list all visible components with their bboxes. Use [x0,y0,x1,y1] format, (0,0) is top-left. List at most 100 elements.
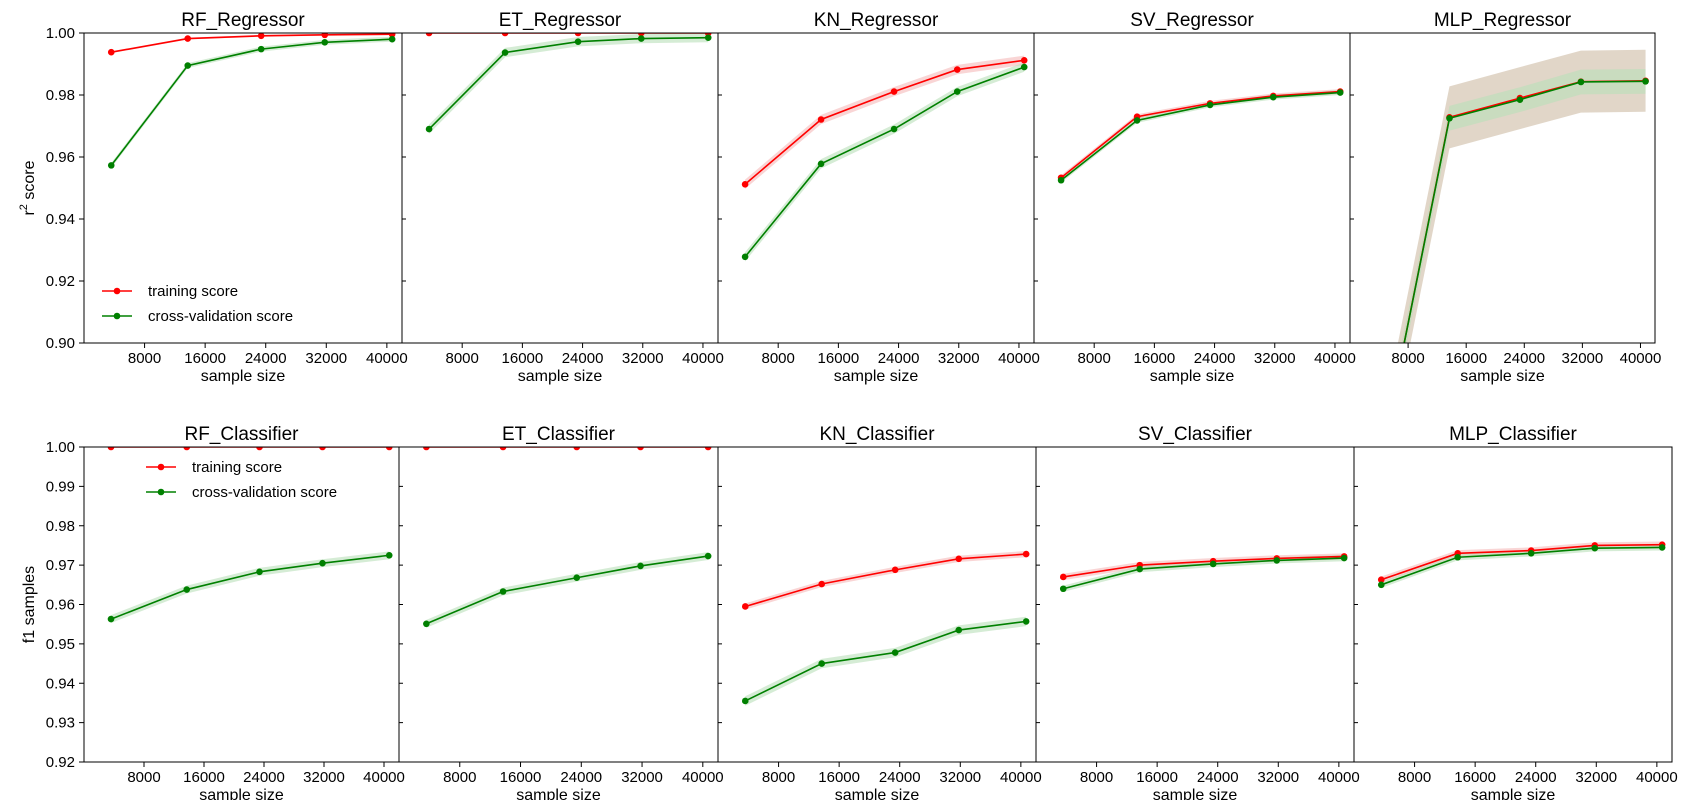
x-tick-label: 24000 [1515,769,1557,786]
point-cross-validation [1336,89,1344,96]
x-tick-label: 16000 [1445,350,1487,367]
point-cross-validation [184,62,192,69]
point-cross-validation [1340,554,1348,562]
x-tick-label: 40000 [1314,350,1356,367]
x-tick-label: 24000 [1503,350,1545,367]
point-cross-validation [1206,101,1214,109]
plot-area [107,33,396,169]
point-cross-validation [1269,93,1277,101]
legend-entry: cross-validation score [146,484,337,501]
axes-frame [717,446,1037,763]
x-tick-label: 40000 [363,769,405,786]
x-tick-label: 8000 [1078,350,1111,367]
x-tick-label: 40000 [1000,769,1042,786]
x-tick-label: 16000 [1134,350,1176,367]
plot-area [741,550,1030,706]
y-axis-label: f1 samples [21,566,38,643]
point-cross-validation [107,162,115,169]
x-tick-label: 24000 [562,350,604,367]
point-cross-validation [817,160,825,168]
x-tick-label: 16000 [818,350,860,367]
point-cross-validation [741,697,749,705]
y-tick-label: 0.97 [46,557,75,574]
point-training [637,33,645,37]
y-tick-label: 0.92 [46,273,75,290]
x-tick-label: 40000 [1318,769,1360,786]
x-tick-label: 24000 [1194,350,1236,367]
y-tick-label: 1.00 [46,25,75,42]
point-cross-validation [1642,78,1649,85]
x-tick-label: 24000 [1197,769,1239,786]
point-training [425,33,433,37]
x-axis-label: sample size [518,368,603,385]
plot-area [1377,541,1666,589]
chart-panel-kn-classifier: 8000 16000 24000 32000 40000 KN_Classifiersam… [717,424,1042,800]
point-training [890,88,898,95]
point-cross-validation [107,615,115,623]
point-cross-validation [1591,544,1599,552]
point-training [256,447,263,451]
point-training [321,33,329,39]
x-tick-label: 24000 [878,350,920,367]
point-cross-validation [319,559,326,567]
band-cross-validation [429,33,709,134]
point-cross-validation [321,39,329,46]
x-axis-label: sample size [516,787,601,800]
x-tick-label: 8000 [128,350,161,367]
point-training [183,447,191,451]
point-cross-validation [891,649,899,656]
x-tick-label: 40000 [998,350,1040,367]
x-tick-label: 24000 [560,769,602,786]
chart-panel-mlp-classifier: 8000 16000 24000 32000 40000 MLP_Classifiersa… [1353,424,1678,800]
point-cross-validation [818,660,826,667]
axes-frame [1033,32,1351,344]
panel-title: ET_Regressor [499,10,622,31]
x-axis-label: sample size [1471,787,1556,800]
axes-frame [83,32,403,344]
point-cross-validation [183,586,191,593]
y-tick-label: 0.98 [46,518,75,535]
x-axis-label: sample size [199,787,284,800]
point-cross-validation [637,562,644,570]
x-tick-label: 32000 [621,769,663,786]
point-cross-validation [388,35,396,43]
x-tick-label: 8000 [1391,350,1424,367]
point-cross-validation [1516,96,1524,103]
plot-area [741,55,1028,262]
plot-area [425,33,712,134]
y-axis-label: r2 score [18,160,38,215]
chart-panel-rf-classifier: 8000 16000 24000 32000 40000 0.92 0.93 0.94 0.95… [21,424,405,800]
y-tick-label: 0.94 [46,211,75,228]
point-cross-validation [1209,560,1217,568]
point-cross-validation [1446,114,1453,122]
band-cross-validation [426,552,709,628]
y-tick-label: 0.92 [46,754,75,771]
chart-panel-kn-regressor: 8000 16000 24000 32000 40000 KN_Regressorsamp… [717,10,1040,385]
band-cross-validation [111,551,390,624]
x-tick-label: 8000 [127,769,160,786]
y-tick-label: 0.96 [46,149,75,166]
x-tick-label: 8000 [443,769,476,786]
point-training [1022,550,1030,558]
point-training [573,447,581,451]
x-tick-label: 32000 [1575,769,1617,786]
line-cross-validation [110,554,390,620]
y-tick-label: 0.95 [46,636,75,653]
point-cross-validation [574,38,582,45]
point-cross-validation [1373,479,1380,486]
x-tick-label: 32000 [1562,350,1604,367]
point-cross-validation [1022,618,1030,625]
legend-label: training score [148,283,238,300]
point-cross-validation [256,568,263,576]
x-axis-label: sample size [834,368,919,385]
chart-panel-sv-classifier: 8000 16000 24000 32000 40000 SV_Classifiersam… [1035,424,1360,800]
point-training [257,33,265,40]
point-cross-validation [1377,581,1385,589]
point-training [953,66,961,73]
point-training [704,447,712,451]
band-training [745,550,1027,610]
x-tick-label: 16000 [502,350,544,367]
point-cross-validation [385,551,393,559]
point-cross-validation [953,88,961,95]
